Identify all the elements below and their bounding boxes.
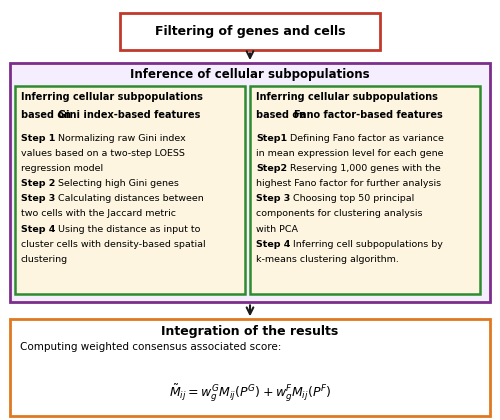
Text: components for clustering analysis: components for clustering analysis: [256, 210, 422, 218]
Text: Step 4: Step 4: [256, 240, 290, 249]
Text: Step 4: Step 4: [21, 225, 56, 234]
Text: $\tilde{M}_{ij} = w_g^G M_{ij}(P^G) + w_g^F M_{ij}(P^F)$: $\tilde{M}_{ij} = w_g^G M_{ij}(P^G) + w_…: [168, 382, 332, 404]
Text: with PCA: with PCA: [256, 225, 298, 234]
Text: Filtering of genes and cells: Filtering of genes and cells: [155, 25, 345, 38]
Text: Step2: Step2: [256, 164, 287, 173]
Text: Step 1: Step 1: [21, 134, 56, 142]
Bar: [10, 319, 490, 416]
Text: Step 3: Step 3: [21, 194, 55, 203]
Text: Step1: Step1: [256, 134, 287, 142]
Text: Inferring cell subpopulations by: Inferring cell subpopulations by: [290, 240, 444, 249]
Text: Defining Fano factor as variance: Defining Fano factor as variance: [287, 134, 444, 142]
Text: Step 2: Step 2: [21, 179, 56, 188]
Text: Fano factor-based features: Fano factor-based features: [294, 110, 442, 120]
Text: Reserving 1,000 genes with the: Reserving 1,000 genes with the: [287, 164, 441, 173]
Text: highest Fano factor for further analysis: highest Fano factor for further analysis: [256, 179, 441, 188]
Text: Using the distance as input to: Using the distance as input to: [56, 225, 201, 234]
Text: Calculating distances between: Calculating distances between: [55, 194, 204, 203]
Text: based on: based on: [21, 110, 74, 120]
Text: Computing weighted consensus associated score:: Computing weighted consensus associated …: [20, 342, 281, 352]
Text: regression model: regression model: [21, 164, 103, 173]
Text: in mean expression level for each gene: in mean expression level for each gene: [256, 149, 444, 158]
Text: two cells with the Jaccard metric: two cells with the Jaccard metric: [21, 210, 176, 218]
Bar: [15, 86, 245, 294]
Text: Gini index-based features: Gini index-based features: [58, 110, 201, 120]
Text: clustering: clustering: [21, 255, 68, 264]
Text: Integration of the results: Integration of the results: [162, 325, 338, 338]
Text: Inference of cellular subpopulations: Inference of cellular subpopulations: [130, 68, 370, 81]
Text: Inferring cellular subpopulations: Inferring cellular subpopulations: [256, 92, 438, 102]
Text: Step 3: Step 3: [256, 194, 290, 203]
Text: values based on a two-step LOESS: values based on a two-step LOESS: [21, 149, 185, 158]
Bar: [10, 63, 490, 302]
Text: Selecting high Gini genes: Selecting high Gini genes: [56, 179, 179, 188]
Text: Choosing top 50 principal: Choosing top 50 principal: [290, 194, 414, 203]
Bar: [120, 13, 380, 50]
Text: Inferring cellular subpopulations: Inferring cellular subpopulations: [21, 92, 203, 102]
Text: Normalizing raw Gini index: Normalizing raw Gini index: [56, 134, 186, 142]
Text: k-means clustering algorithm.: k-means clustering algorithm.: [256, 255, 399, 264]
Text: based on: based on: [256, 110, 310, 120]
Bar: [250, 86, 480, 294]
Text: cluster cells with density-based spatial: cluster cells with density-based spatial: [21, 240, 206, 249]
